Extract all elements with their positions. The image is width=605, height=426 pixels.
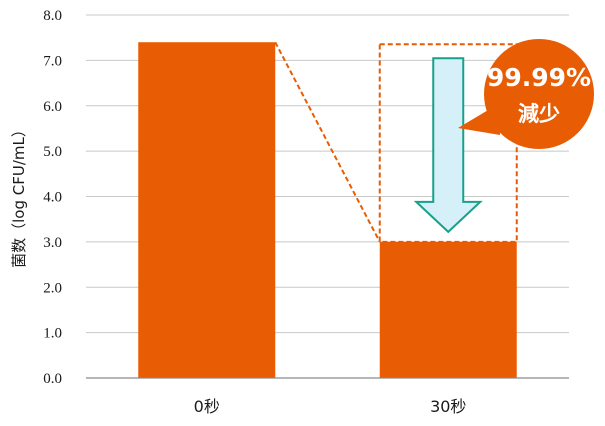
- y-tick-label: 1.0: [43, 326, 62, 342]
- callout-bubble-circle: [484, 39, 594, 149]
- y-axis-label: 菌数（log CFU/mL）: [10, 122, 28, 268]
- y-tick-label: 5.0: [43, 144, 62, 160]
- bars: [138, 42, 517, 378]
- reduction-connector-line: [274, 41, 381, 243]
- y-tick-label: 6.0: [43, 99, 62, 115]
- y-tick-label: 8.0: [43, 8, 62, 24]
- callout-reduction-label: 減少: [518, 102, 560, 126]
- reduction-callout: 99.99% 減少: [458, 39, 594, 149]
- y-tick-label: 2.0: [43, 280, 62, 296]
- callout-percent: 99.99%: [487, 63, 591, 92]
- y-tick-label: 4.0: [43, 190, 62, 206]
- y-axis-ticks: 0.0 1.0 2.0 3.0 4.0 5.0 6.0 7.0 8.0: [43, 8, 62, 387]
- y-tick-label: 3.0: [43, 235, 62, 251]
- x-tick-label: 0秒: [194, 397, 220, 416]
- x-axis-labels: 0秒 30秒: [194, 397, 467, 416]
- down-arrow-icon: [413, 57, 483, 234]
- y-tick-label: 0.0: [43, 371, 62, 387]
- bar-2: [379, 241, 517, 378]
- x-tick-label: 30秒: [430, 397, 466, 416]
- reduction-overlay: [274, 41, 518, 243]
- y-tick-label: 7.0: [43, 53, 62, 69]
- bar-1: [138, 42, 276, 378]
